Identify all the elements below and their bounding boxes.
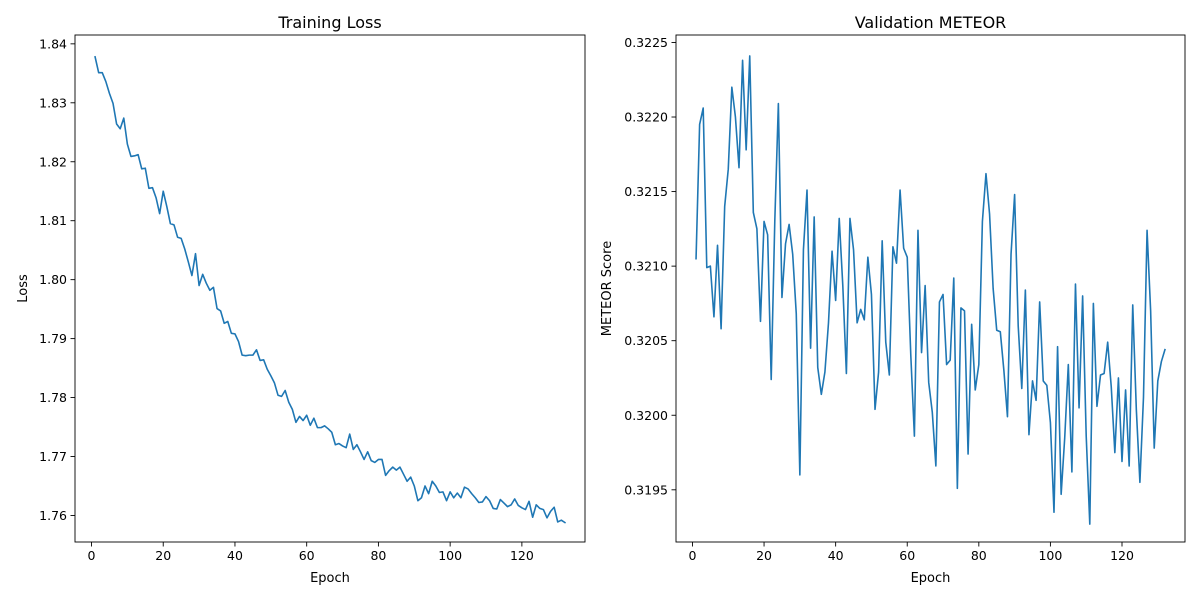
- series-line-1: [94, 55, 567, 524]
- x-tick-label: 100: [438, 548, 462, 563]
- x-tick-label: 80: [370, 548, 386, 563]
- x-tick-label: 60: [299, 548, 315, 563]
- chart-panel-2: Validation METEOR 0 20 40 60 80 100 120 0.3195 0.…: [600, 13, 1186, 586]
- chart-title: Validation METEOR: [855, 13, 1007, 32]
- x-tick-label: 120: [510, 548, 534, 563]
- y-tick-label: 0.3220: [624, 110, 668, 125]
- x-axis-label: Epoch: [911, 571, 951, 586]
- plot-frame: [675, 34, 1186, 543]
- x-tick-label: 0: [88, 548, 96, 563]
- y-tick-label: 1.79: [39, 331, 67, 346]
- y-tick-label: 1.78: [39, 390, 67, 405]
- y-tick-label: 0.3225: [624, 35, 668, 50]
- x-tick-label: 80: [971, 548, 987, 563]
- y-tick-label: 1.83: [39, 95, 67, 110]
- x-tick-label: 100: [1038, 548, 1062, 563]
- y-tick-label: 1.82: [39, 154, 67, 169]
- y-tick-label: 1.81: [39, 213, 67, 228]
- y-tick-label: 1.76: [39, 508, 67, 523]
- y-tick-label: 0.3210: [624, 259, 668, 274]
- x-tick-label: 20: [155, 548, 171, 563]
- x-tick-label: 60: [899, 548, 915, 563]
- y-axis-label: Loss: [16, 274, 31, 303]
- x-tick-label: 0: [688, 548, 696, 563]
- y-tick-label: 0.3215: [624, 184, 668, 199]
- series-line-1: [695, 55, 1166, 525]
- chart-panel-1: Training Loss 0 20 40 60 80 100 120 1.76 1.77 1.78…: [16, 13, 586, 586]
- y-tick-label: 0.3200: [624, 408, 668, 423]
- y-tick-label: 1.84: [39, 36, 67, 51]
- x-tick-label: 20: [756, 548, 772, 563]
- plot-frame: [74, 34, 586, 543]
- chart-title: Training Loss: [277, 13, 381, 32]
- y-axis-label: METEOR Score: [600, 241, 615, 336]
- x-tick-label: 40: [227, 548, 243, 563]
- y-tick-label: 1.80: [39, 272, 67, 287]
- x-tick-label: 120: [1110, 548, 1134, 563]
- x-tick-label: 40: [828, 548, 844, 563]
- y-tick-label: 0.3195: [624, 482, 668, 497]
- y-tick-label: 0.3205: [624, 333, 668, 348]
- y-tick-label: 1.77: [39, 449, 67, 464]
- x-axis-label: Epoch: [310, 571, 350, 586]
